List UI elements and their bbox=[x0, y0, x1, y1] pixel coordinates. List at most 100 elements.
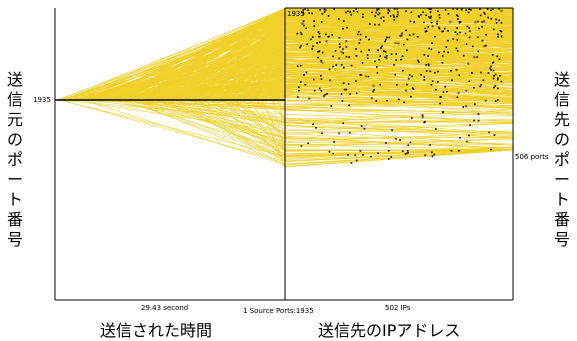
connection-dot bbox=[498, 20, 500, 22]
connection-dot bbox=[413, 34, 415, 36]
connection-dot bbox=[383, 50, 385, 52]
connection-dot bbox=[443, 51, 445, 53]
connection-dot bbox=[324, 9, 326, 11]
connection-dot bbox=[341, 64, 343, 66]
connection-dot bbox=[367, 58, 369, 60]
connection-dot bbox=[437, 10, 439, 12]
connection-dot bbox=[390, 15, 392, 17]
connection-dot bbox=[457, 50, 459, 52]
connection-dot bbox=[349, 11, 351, 13]
connection-dot bbox=[303, 20, 305, 22]
connection-dot bbox=[335, 50, 337, 52]
connection-dot bbox=[368, 49, 370, 51]
connection-dot bbox=[298, 90, 300, 92]
connection-dot bbox=[311, 48, 313, 50]
connection-dot bbox=[331, 34, 333, 36]
connection-dot bbox=[495, 19, 497, 21]
connection-dot bbox=[333, 8, 335, 10]
connection-dot bbox=[493, 87, 495, 89]
connection-dot bbox=[401, 35, 403, 37]
connection-dot bbox=[393, 14, 395, 16]
connection-dot bbox=[456, 27, 458, 29]
connection-dot bbox=[493, 78, 495, 80]
right-vertical-label: 送信先のポート番号 bbox=[552, 70, 572, 250]
connection-dot bbox=[314, 90, 316, 92]
connection-dot bbox=[435, 128, 437, 130]
connection-dot bbox=[315, 127, 317, 129]
connection-dot bbox=[326, 41, 328, 43]
connection-dot bbox=[458, 92, 460, 94]
connection-dot bbox=[302, 23, 304, 25]
connection-dot bbox=[429, 144, 431, 146]
connection-dot bbox=[347, 154, 349, 156]
connection-dot bbox=[501, 36, 503, 38]
connection-dot bbox=[429, 71, 431, 73]
connection-dot bbox=[465, 106, 467, 108]
connection-dot bbox=[380, 47, 382, 49]
connection-dot bbox=[442, 30, 444, 32]
connection-dot bbox=[308, 12, 310, 14]
connection-dot bbox=[490, 69, 492, 71]
connection-dot bbox=[483, 12, 485, 14]
connection-dot bbox=[351, 65, 353, 67]
connection-dot bbox=[339, 37, 341, 39]
connection-dot bbox=[300, 65, 302, 67]
connection-dot bbox=[439, 103, 441, 105]
connection-dot bbox=[405, 10, 407, 12]
connection-dot bbox=[457, 33, 459, 35]
connection-dot bbox=[431, 49, 433, 51]
connection-dot bbox=[319, 36, 321, 38]
connection-dot bbox=[411, 117, 413, 119]
connection-dot bbox=[406, 49, 408, 51]
connection-dot bbox=[417, 60, 419, 62]
connection-dot bbox=[456, 69, 458, 71]
connection-dot bbox=[485, 34, 487, 36]
connection-dot bbox=[436, 21, 438, 23]
connection-dot bbox=[371, 98, 373, 100]
connection-dot bbox=[465, 33, 467, 35]
connection-dot bbox=[368, 39, 370, 41]
connection-dot bbox=[418, 61, 420, 63]
connection-dot bbox=[381, 46, 383, 48]
connection-dot bbox=[322, 13, 324, 15]
connection-dot bbox=[378, 24, 380, 26]
destination-ips-label: 502 IPs bbox=[385, 304, 410, 312]
connection-dot bbox=[402, 55, 404, 57]
x-title-time: 送信された時間 bbox=[100, 317, 212, 341]
connection-dot bbox=[359, 74, 361, 76]
connection-dot bbox=[342, 100, 344, 102]
connection-dot bbox=[313, 79, 315, 81]
connection-dot bbox=[438, 52, 440, 54]
connection-dot bbox=[312, 36, 314, 38]
connection-dot bbox=[388, 158, 390, 160]
connection-dot bbox=[424, 54, 426, 56]
connection-dot bbox=[386, 57, 388, 59]
connection-dot bbox=[376, 9, 378, 11]
connection-dot bbox=[434, 36, 436, 38]
connection-dot bbox=[300, 32, 302, 34]
connection-dot bbox=[457, 39, 459, 41]
connection-dot bbox=[332, 56, 334, 58]
connection-dot bbox=[399, 139, 401, 141]
connection-dot bbox=[457, 8, 459, 10]
connection-dot bbox=[439, 28, 441, 30]
connection-dot bbox=[370, 156, 372, 158]
connection-dot bbox=[338, 133, 340, 135]
connection-dot bbox=[442, 55, 444, 57]
connection-dot bbox=[462, 106, 464, 108]
connection-dot bbox=[301, 145, 303, 147]
connection-dot bbox=[466, 141, 468, 143]
connection-dot bbox=[490, 149, 492, 151]
connection-dot bbox=[357, 11, 359, 13]
connection-dot bbox=[339, 43, 341, 45]
connection-dot bbox=[342, 28, 344, 30]
connection-dot bbox=[393, 64, 395, 66]
connection-dot bbox=[468, 135, 470, 137]
connection-dot bbox=[488, 72, 490, 74]
connection-dot bbox=[339, 46, 341, 48]
connection-dot bbox=[474, 103, 476, 105]
connection-dot bbox=[374, 24, 376, 26]
connection-dot bbox=[329, 80, 331, 82]
connection-dot bbox=[437, 71, 439, 73]
